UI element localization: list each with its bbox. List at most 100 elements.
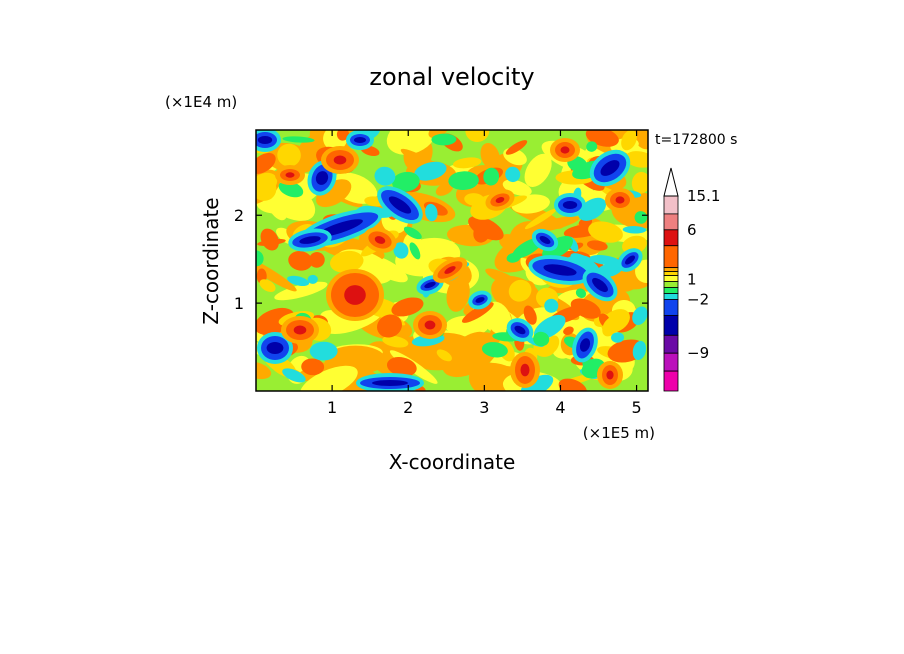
contour-blob (480, 142, 500, 170)
contour-blob (344, 285, 366, 305)
contour-blob (539, 236, 551, 244)
contour-blob (514, 325, 526, 335)
contour-blob (333, 155, 347, 165)
contour-blob (374, 236, 386, 244)
contour-blob (592, 277, 608, 293)
contour-blob (632, 306, 648, 325)
contour-blob (388, 196, 412, 214)
colorbar-swatch (663, 370, 679, 392)
contour-blob (446, 276, 470, 312)
contour-blob (544, 298, 559, 313)
contour-blob (625, 255, 635, 265)
contour-blob (600, 160, 620, 176)
x-scale-label: (×1E5 m) (583, 424, 655, 442)
colorbar-label: 6 (687, 221, 697, 239)
y-tick-label: 2 (234, 206, 244, 225)
contour-blob (508, 279, 532, 302)
colorbar-swatch (663, 314, 679, 336)
colorbar-swatch (663, 299, 679, 316)
contour-blob (308, 252, 325, 268)
colorbar-swatch (663, 293, 679, 300)
contour-blob (632, 340, 647, 361)
contour-blob (615, 196, 625, 204)
contour-blob (622, 226, 647, 234)
contour-blob (523, 305, 537, 325)
contour-blob (259, 279, 276, 292)
contour-blob (330, 250, 364, 273)
contour-blob (588, 221, 623, 243)
contour-blob (611, 332, 625, 343)
contour-blob (465, 130, 490, 143)
contour-blob (631, 171, 648, 194)
contour-blob (520, 374, 554, 391)
colorbar-swatch (663, 275, 679, 282)
chart-title: zonal velocity (369, 63, 534, 91)
contour-blob (621, 130, 637, 151)
contour-blob (435, 182, 454, 196)
y-axis: 12 (234, 206, 648, 313)
contour-blob (520, 363, 530, 377)
contour-blob (635, 259, 648, 283)
contour-blob (448, 171, 479, 190)
contour-blob (336, 130, 349, 141)
contour-blob (602, 316, 620, 337)
contour-blob (625, 151, 648, 168)
contour-blob (409, 242, 421, 260)
contour-blob (473, 222, 491, 243)
contour-blob (524, 208, 557, 230)
contour-blob (542, 235, 573, 260)
x-tick-label: 4 (555, 398, 565, 417)
colorbar (663, 167, 679, 392)
contour-blob (414, 161, 447, 181)
colorbar-label: −2 (687, 290, 709, 308)
x-tick-label: 2 (403, 398, 413, 417)
contour-blob (282, 136, 315, 143)
contour-blob (543, 264, 577, 276)
contour-blob (575, 288, 587, 298)
contour-blob (391, 297, 424, 317)
contour-blob (301, 358, 325, 376)
contour-blob (485, 268, 521, 288)
contour-blob (505, 166, 521, 183)
contour-blob (586, 240, 608, 251)
contour-blob (257, 238, 286, 246)
contour-blob (505, 140, 528, 155)
contour-blob (635, 130, 648, 150)
contour-blob (533, 331, 550, 347)
x-axis-label: X-coordinate (389, 450, 516, 474)
x-tick-label: 1 (327, 398, 337, 417)
contour-blob (424, 320, 436, 330)
contour-blob (277, 143, 301, 167)
contour-blob (524, 153, 552, 187)
contour-blob (374, 166, 396, 186)
contour-blob (445, 315, 489, 337)
colorbar-label: 15.1 (687, 187, 720, 205)
contour-blob (293, 325, 307, 335)
contour-blob (299, 236, 321, 244)
contour-blob (287, 275, 310, 287)
x-tick-label: 5 (631, 398, 641, 417)
x-tick-label: 3 (479, 398, 489, 417)
contour-blob (266, 342, 284, 354)
contour-blob (436, 349, 452, 362)
contour-blob (256, 256, 297, 292)
colorbar-swatch (663, 271, 679, 276)
colorbar-swatch (663, 229, 679, 247)
contour-blob (562, 201, 578, 209)
contour-blob (586, 141, 598, 152)
contour-blob (300, 365, 358, 391)
contour-blob (377, 314, 402, 338)
contour-blob (288, 251, 313, 271)
contour-blob (424, 281, 436, 289)
contour-blob (372, 380, 408, 386)
contour-blob (386, 357, 417, 377)
contour-blob (315, 171, 329, 185)
contour-blob (285, 172, 295, 178)
colorbar-swatch (663, 287, 679, 294)
contour-blob (579, 338, 591, 352)
contour-blob (634, 211, 648, 224)
contour-blob (589, 255, 620, 266)
contour-blob (278, 180, 304, 198)
contour-blob (441, 332, 500, 378)
